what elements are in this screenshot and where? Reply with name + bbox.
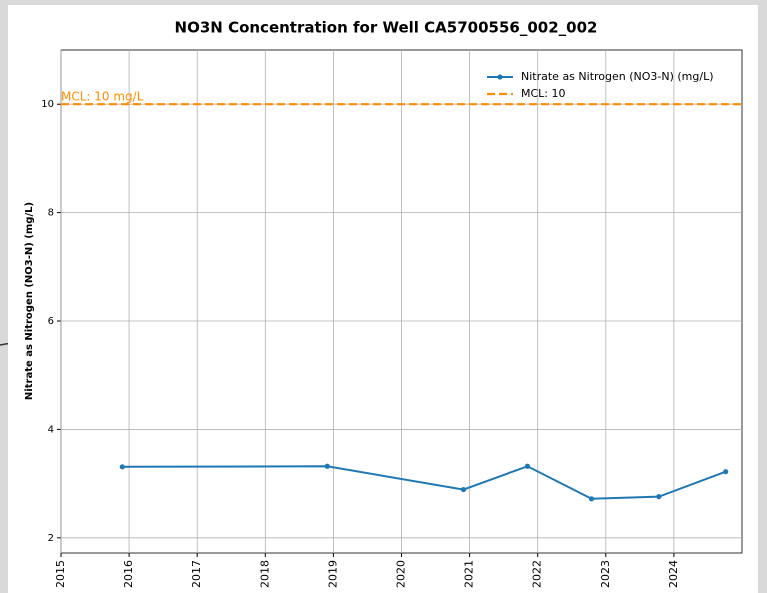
x-tick-label: 2019 (326, 560, 339, 588)
x-tick-label: 2021 (463, 560, 476, 588)
legend-marker (497, 74, 503, 80)
x-tick-label: 2017 (190, 560, 203, 588)
x-tick-label: 2024 (667, 560, 680, 588)
y-axis-label: Nitrate as Nitrogen (NO3-N) (mg/L) (24, 202, 35, 400)
chart-title: NO3N Concentration for Well CA5700556_00… (175, 19, 598, 37)
data-point (460, 486, 467, 493)
x-tick-label: 2016 (122, 560, 135, 588)
y-tick-label: 8 (48, 208, 54, 219)
x-tick-label: 2022 (531, 560, 544, 588)
legend-label: MCL: 10 (521, 87, 566, 100)
data-point (119, 464, 125, 470)
y-tick-label: 10 (41, 99, 54, 110)
x-tick-label: 2020 (395, 560, 408, 588)
y-tick-label: 2 (48, 533, 54, 544)
x-tick-label: 2015 (54, 560, 67, 588)
data-point (524, 463, 531, 469)
x-tick-label: 2018 (258, 560, 271, 588)
y-tick-label: 4 (48, 424, 54, 435)
data-point (656, 494, 662, 500)
x-tick-label: 2023 (599, 560, 612, 588)
data-point (324, 463, 330, 469)
reference-label: MCL: 10 mg/L (61, 90, 144, 104)
data-point (588, 496, 595, 502)
legend-label: Nitrate as Nitrogen (NO3-N) (mg/L) (521, 70, 714, 83)
data-point (723, 469, 729, 475)
y-tick-label: 6 (48, 316, 54, 327)
